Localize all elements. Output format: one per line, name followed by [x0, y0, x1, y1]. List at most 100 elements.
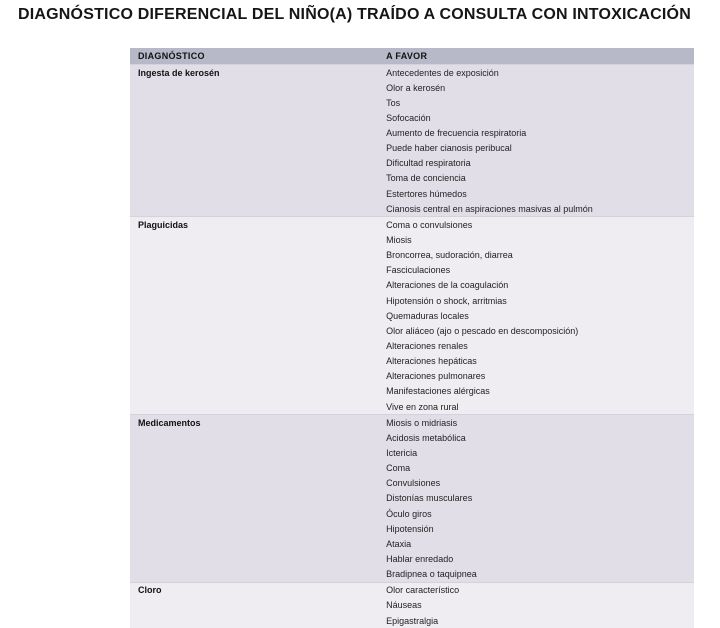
- table-row: Distonías musculares: [130, 491, 694, 506]
- diagnosis-cell: Plaguicidas: [130, 217, 378, 233]
- table-row: Dificultad respiratoria: [130, 156, 694, 171]
- finding-cell: Convulsiones: [378, 476, 694, 491]
- finding-cell: Coma o convulsiones: [378, 217, 694, 233]
- diagnosis-cell: [130, 521, 378, 536]
- table-row: Cianosis central en aspiraciones masivas…: [130, 201, 694, 217]
- finding-cell: Antecedentes de exposición: [378, 65, 694, 81]
- diagnosis-cell: [130, 308, 378, 323]
- finding-cell: Olor a kerosén: [378, 80, 694, 95]
- diagnosis-cell: [130, 201, 378, 217]
- finding-cell: Estertores húmedos: [378, 186, 694, 201]
- table-row: Vive en zona rural: [130, 399, 694, 415]
- table-row: Olor aliáceo (ajo o pescado en descompos…: [130, 323, 694, 338]
- table-row: Óculo giros: [130, 506, 694, 521]
- finding-cell: Coma: [378, 461, 694, 476]
- finding-cell: Tos: [378, 95, 694, 110]
- table-row: Bradipnea o taquipnea: [130, 567, 694, 583]
- finding-cell: Olor aliáceo (ajo o pescado en descompos…: [378, 323, 694, 338]
- diagnosis-cell: [130, 430, 378, 445]
- table-row: Manifestaciones alérgicas: [130, 384, 694, 399]
- finding-cell: Puede haber cianosis peribucal: [378, 141, 694, 156]
- diagnosis-cell: [130, 536, 378, 551]
- table-row: Quemaduras locales: [130, 308, 694, 323]
- table-row: Náuseas: [130, 598, 694, 613]
- diagnosis-cell: [130, 95, 378, 110]
- finding-cell: Miosis o midriasis: [378, 415, 694, 431]
- diagnosis-cell: [130, 339, 378, 354]
- diagnosis-cell: [130, 323, 378, 338]
- diagnosis-cell: [130, 384, 378, 399]
- finding-cell: Acidosis metabólica: [378, 430, 694, 445]
- finding-cell: Alteraciones hepáticas: [378, 354, 694, 369]
- col-header-diagnosis: DIAGNÓSTICO: [130, 48, 378, 65]
- table-row: Fasciculaciones: [130, 263, 694, 278]
- finding-cell: Vive en zona rural: [378, 399, 694, 415]
- diagnosis-cell: [130, 354, 378, 369]
- diagnosis-cell: [130, 186, 378, 201]
- finding-cell: Hipotensión: [378, 521, 694, 536]
- table-row: PlaguicidasComa o convulsiones: [130, 217, 694, 233]
- table-row: Ataxia: [130, 536, 694, 551]
- finding-cell: Óculo giros: [378, 506, 694, 521]
- table-row: Miosis: [130, 233, 694, 248]
- table-row: Toma de conciencia: [130, 171, 694, 186]
- finding-cell: Alteraciones de la coagulación: [378, 278, 694, 293]
- finding-cell: Broncorrea, sudoración, diarrea: [378, 248, 694, 263]
- table-row: Alteraciones pulmonares: [130, 369, 694, 384]
- slide-title: DIAGNÓSTICO DIFERENCIAL DEL NIÑO(A) TRAÍ…: [18, 6, 702, 24]
- table-row: CloroOlor característico: [130, 582, 694, 598]
- diagnosis-cell: [130, 476, 378, 491]
- diagnosis-cell: [130, 141, 378, 156]
- diagnosis-cell: Medicamentos: [130, 415, 378, 431]
- table-header-row: DIAGNÓSTICO A FAVOR: [130, 48, 694, 65]
- finding-cell: Dificultad respiratoria: [378, 156, 694, 171]
- table-row: Acidosis metabólica: [130, 430, 694, 445]
- finding-cell: Quemaduras locales: [378, 308, 694, 323]
- diagnosis-cell: [130, 278, 378, 293]
- diagnosis-cell: [130, 446, 378, 461]
- table-row: Hipotensión: [130, 521, 694, 536]
- table-row: Alteraciones hepáticas: [130, 354, 694, 369]
- finding-cell: Alteraciones renales: [378, 339, 694, 354]
- diagnosis-cell: [130, 369, 378, 384]
- table-row: MedicamentosMiosis o midriasis: [130, 415, 694, 431]
- finding-cell: Hablar enredado: [378, 552, 694, 567]
- finding-cell: Distonías musculares: [378, 491, 694, 506]
- diagnosis-cell: [130, 567, 378, 583]
- finding-cell: Ataxia: [378, 536, 694, 551]
- diagnosis-cell: [130, 552, 378, 567]
- table-row: Alteraciones de la coagulación: [130, 278, 694, 293]
- diagnosis-cell: [130, 293, 378, 308]
- diagnosis-cell: [130, 461, 378, 476]
- diagnosis-cell: [130, 263, 378, 278]
- finding-cell: Alteraciones pulmonares: [378, 369, 694, 384]
- finding-cell: Manifestaciones alérgicas: [378, 384, 694, 399]
- finding-cell: Fasciculaciones: [378, 263, 694, 278]
- table-row: Ingesta de kerosénAntecedentes de exposi…: [130, 65, 694, 81]
- table-row: Estertores húmedos: [130, 186, 694, 201]
- finding-cell: Hipotensión o shock, arritmias: [378, 293, 694, 308]
- finding-cell: Aumento de frecuencia respiratoria: [378, 126, 694, 141]
- finding-cell: Náuseas: [378, 598, 694, 613]
- diagnosis-cell: [130, 110, 378, 125]
- diagnosis-cell: [130, 80, 378, 95]
- finding-cell: Cianosis central en aspiraciones masivas…: [378, 201, 694, 217]
- diagnosis-cell: [130, 156, 378, 171]
- diagnosis-cell: Cloro: [130, 582, 378, 598]
- diagnosis-cell: [130, 491, 378, 506]
- table-row: Puede haber cianosis peribucal: [130, 141, 694, 156]
- diagnosis-cell: Ingesta de kerosén: [130, 65, 378, 81]
- diagnosis-cell: [130, 126, 378, 141]
- diagnosis-cell: [130, 506, 378, 521]
- finding-cell: Bradipnea o taquipnea: [378, 567, 694, 583]
- table-row: Hipotensión o shock, arritmias: [130, 293, 694, 308]
- finding-cell: Miosis: [378, 233, 694, 248]
- table-row: Epigastralgia: [130, 613, 694, 628]
- diagnosis-cell: [130, 171, 378, 186]
- diagnosis-table-container: DIAGNÓSTICO A FAVOR Ingesta de kerosénAn…: [130, 48, 694, 536]
- diagnosis-table: DIAGNÓSTICO A FAVOR Ingesta de kerosénAn…: [130, 48, 694, 628]
- table-row: Convulsiones: [130, 476, 694, 491]
- table-row: Broncorrea, sudoración, diarrea: [130, 248, 694, 263]
- table-row: Sofocación: [130, 110, 694, 125]
- diagnosis-cell: [130, 598, 378, 613]
